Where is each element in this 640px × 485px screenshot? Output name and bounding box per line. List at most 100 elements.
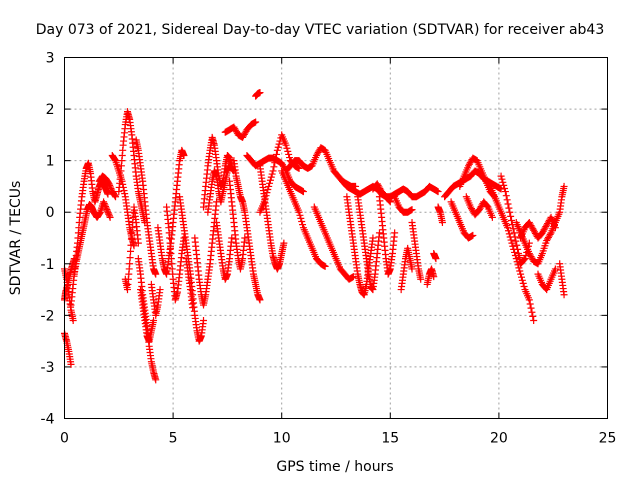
data-point xyxy=(156,286,164,294)
data-point xyxy=(102,203,110,211)
data-point xyxy=(152,270,160,278)
data-point xyxy=(497,172,505,180)
data-point xyxy=(500,181,508,189)
y-tick-label: 2 xyxy=(46,102,55,118)
y-tick-label: 0 xyxy=(46,205,55,221)
data-point xyxy=(261,195,269,203)
y-tick-label: -4 xyxy=(41,412,55,428)
data-point xyxy=(517,270,525,278)
x-tick-label: 25 xyxy=(599,431,617,447)
data-point xyxy=(105,212,113,220)
data-point xyxy=(375,229,383,237)
data-point xyxy=(107,184,115,192)
data-point xyxy=(105,180,113,188)
data-point xyxy=(385,197,393,205)
ticks-layer: 0 5 10 15 20 25 -4 -3 -2 -1 0 1 2 3 xyxy=(41,51,617,447)
data-point xyxy=(126,260,134,268)
data-point xyxy=(241,234,249,242)
data-point xyxy=(270,163,278,171)
data-point xyxy=(506,208,514,216)
data-point xyxy=(510,229,518,237)
data-point xyxy=(408,206,416,214)
data-point xyxy=(560,291,568,299)
data-point xyxy=(507,212,515,220)
data-point xyxy=(127,235,135,243)
data-point xyxy=(112,193,120,201)
data-point xyxy=(504,224,512,232)
data-point xyxy=(527,304,535,312)
data-point xyxy=(104,207,112,215)
x-tick-label: 10 xyxy=(273,431,291,447)
data-point xyxy=(152,376,160,384)
data-point xyxy=(200,317,208,325)
data-point xyxy=(551,224,559,232)
data-point xyxy=(432,255,440,263)
data-point xyxy=(119,180,127,188)
data-point xyxy=(268,170,276,178)
data-point xyxy=(520,256,528,264)
data-point xyxy=(298,217,306,225)
data-point xyxy=(386,198,394,206)
chart-title: Day 073 of 2021, Sidereal Day-to-day VTE… xyxy=(36,22,605,38)
data-point xyxy=(417,275,425,283)
data-point xyxy=(283,144,291,152)
data-point xyxy=(295,164,303,172)
data-point xyxy=(321,262,329,270)
data-point xyxy=(285,150,293,158)
data-point xyxy=(272,155,280,163)
data-point xyxy=(103,206,111,214)
data-point xyxy=(511,248,519,256)
y-tick-label: -3 xyxy=(41,360,55,376)
data-point xyxy=(275,140,283,148)
data-point xyxy=(551,265,559,273)
data-point xyxy=(180,151,188,159)
data-point xyxy=(526,300,534,308)
data-point xyxy=(530,317,538,325)
data-point xyxy=(121,190,129,198)
data-point xyxy=(127,241,135,249)
data-point xyxy=(514,245,522,253)
data-point xyxy=(408,265,416,273)
data-point xyxy=(280,239,288,247)
data-point xyxy=(228,234,236,242)
data-point xyxy=(546,230,554,238)
data-point xyxy=(512,237,520,245)
x-tick-label: 5 xyxy=(169,431,178,447)
data-point xyxy=(505,230,513,238)
data-point xyxy=(391,229,399,237)
data-point xyxy=(511,233,519,241)
data-point xyxy=(106,183,114,191)
data-point xyxy=(101,201,109,209)
data-point xyxy=(69,317,77,325)
data-point xyxy=(469,231,477,239)
y-tick-label: 1 xyxy=(46,154,55,170)
data-point xyxy=(521,255,529,263)
data-point xyxy=(267,173,275,181)
y-tick-label: -1 xyxy=(41,257,55,273)
x-tick-label: 15 xyxy=(381,431,399,447)
data-point xyxy=(513,241,521,249)
data-point xyxy=(560,182,568,190)
data-point xyxy=(263,189,271,197)
data-point xyxy=(517,273,525,281)
data-point xyxy=(127,247,135,255)
y-tick-label: 3 xyxy=(46,51,55,67)
points-layer xyxy=(61,89,568,384)
x-tick-label: 0 xyxy=(60,431,69,447)
data-point xyxy=(100,198,108,206)
data-point xyxy=(501,188,509,196)
data-point xyxy=(297,214,305,222)
data-point xyxy=(120,187,128,195)
grid-layer xyxy=(64,57,608,419)
data-point xyxy=(515,264,523,272)
y-axis-label: SDTVAR / TECUs xyxy=(8,181,24,296)
data-point xyxy=(271,159,279,167)
data-point xyxy=(518,276,526,284)
data-point xyxy=(509,242,517,250)
data-point xyxy=(498,175,506,183)
data-point xyxy=(501,184,509,192)
data-point xyxy=(505,204,513,212)
data-point xyxy=(502,192,510,200)
data-point xyxy=(134,239,142,247)
